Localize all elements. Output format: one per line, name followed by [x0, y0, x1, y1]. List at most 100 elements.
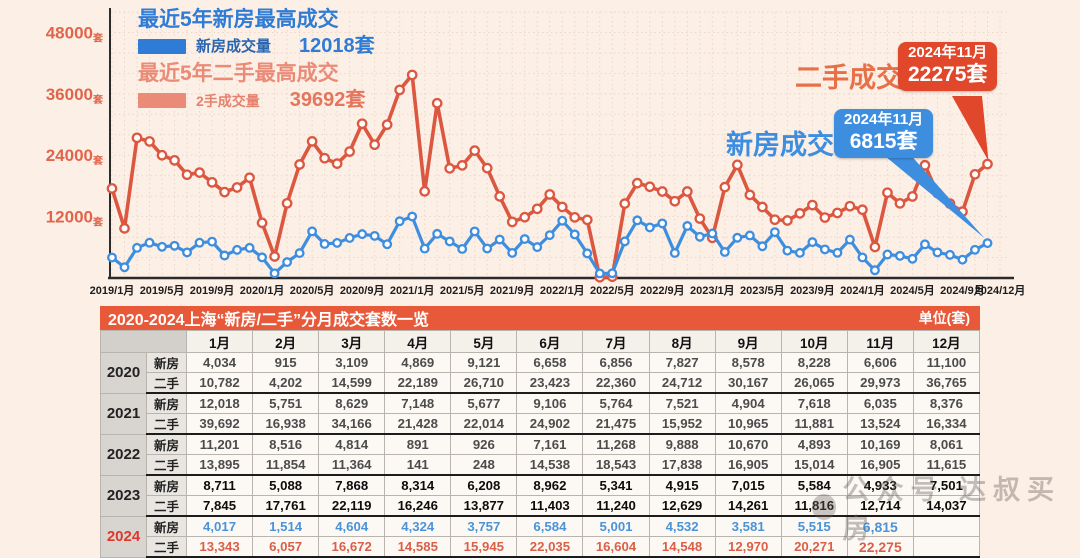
year-cell: 2023 — [100, 474, 147, 517]
value-cell: 16,905 — [714, 454, 782, 476]
table-header-row: 1月 2月 3月 4月 5月 6月 7月 8月 9月 10月 11月 12月 — [100, 330, 981, 353]
value-cell: 10,782 — [185, 372, 254, 394]
year-cell: 2021 — [100, 392, 147, 435]
svg-text:2019/5月: 2019/5月 — [140, 284, 185, 297]
month-header: 1月 — [185, 330, 254, 353]
value-cell: 8,711 — [185, 474, 254, 496]
value-cell: 22,189 — [384, 372, 452, 394]
second-hand-annotation-label: 二手成交 — [795, 63, 903, 93]
value-cell: 7,845 — [185, 495, 254, 517]
value-cell: 11,100 — [912, 352, 981, 373]
value-cell: 16,334 — [912, 413, 981, 435]
value-cell: 7,827 — [648, 352, 716, 373]
value-cell: 8,228 — [780, 352, 848, 373]
month-header: 5月 — [450, 330, 518, 353]
svg-text:2024/1月: 2024/1月 — [840, 284, 885, 297]
new-series-swatch-icon — [138, 39, 186, 55]
value-cell: 11,201 — [185, 433, 254, 455]
value-cell: 15,952 — [648, 413, 716, 435]
value-cell: 4,202 — [252, 372, 320, 394]
value-cell: 14,261 — [714, 495, 782, 517]
value-cell: 26,710 — [450, 372, 518, 394]
table-row-2020-secondhand: 二手 10,782 4,202 14,599 22,189 26,710 23,423 22,… — [101, 372, 981, 394]
value-cell: 11,816 — [780, 495, 848, 517]
svg-text:2019/9月: 2019/9月 — [190, 284, 235, 297]
second-callout-date: 2024年11月 — [908, 44, 988, 61]
svg-text:2019/1月: 2019/1月 — [90, 284, 135, 297]
value-cell: 7,501 — [912, 474, 981, 496]
svg-text:2023/1月: 2023/1月 — [690, 284, 735, 297]
value-cell: 4,814 — [318, 433, 386, 455]
value-cell: 23,423 — [516, 372, 584, 394]
value-cell: 6,208 — [450, 474, 518, 496]
value-cell: 22,119 — [318, 495, 386, 517]
value-cell: 4,034 — [185, 352, 254, 373]
table-corner-cell — [100, 330, 187, 353]
new-home-callout: 2024年11月 6815套 — [834, 109, 934, 159]
value-cell: 8,516 — [252, 433, 320, 455]
value-cell: 16,905 — [846, 454, 914, 476]
value-cell: 18,543 — [582, 454, 650, 476]
value-cell: 6,815 — [846, 515, 914, 537]
value-cell: 10,965 — [714, 413, 782, 435]
value-cell: 4,933 — [846, 474, 914, 496]
value-cell: 8,629 — [318, 392, 386, 414]
value-cell: 26,065 — [780, 372, 848, 394]
value-cell: 11,268 — [582, 433, 650, 455]
svg-text:2024/12月: 2024/12月 — [975, 284, 1026, 297]
line-chart-canvas: 48000套 36000套 24000套 12000套 2019/1月 2019/5月 20… — [46, 8, 1026, 297]
table-row-2023-new: 2023 新房 8,711 5,088 7,868 8,314 6,208 8,962 5,34… — [100, 474, 981, 517]
value-cell: 16,246 — [384, 495, 452, 517]
value-cell: 248 — [450, 454, 518, 476]
value-cell: 22,014 — [450, 413, 518, 435]
table-row-2023-secondhand: 二手 7,845 17,761 22,119 16,246 13,877 11,403 11,… — [101, 495, 981, 517]
year-cell: 2022 — [100, 433, 147, 476]
value-cell: 13,877 — [450, 495, 518, 517]
table-unit-label: 单位(套) — [918, 310, 970, 326]
table-row-2022-new: 2022 新房 11,201 8,516 4,814 891 926 7,161 11,268 9… — [100, 433, 981, 476]
monthly-transactions-table: 2020-2024上海“新房/二手”分月成交套数一览 单位(套) 1月 2月 3月 4… — [100, 306, 981, 558]
value-cell — [912, 515, 981, 537]
value-cell: 5,515 — [780, 515, 848, 537]
value-cell: 22,360 — [582, 372, 650, 394]
value-cell: 12,714 — [846, 495, 914, 517]
second-series-swatch-icon — [138, 93, 186, 109]
value-cell: 7,521 — [648, 392, 716, 414]
value-cell: 36,765 — [912, 372, 981, 394]
value-cell: 30,167 — [714, 372, 782, 394]
value-cell: 11,240 — [582, 495, 650, 517]
type-cell: 二手 — [146, 454, 187, 476]
value-cell: 8,314 — [384, 474, 452, 496]
value-cell: 10,670 — [714, 433, 782, 455]
value-cell: 34,166 — [318, 413, 386, 435]
month-header: 4月 — [384, 330, 452, 353]
value-cell: 8,376 — [912, 392, 981, 414]
value-cell: 4,869 — [384, 352, 452, 373]
value-cell: 4,532 — [648, 515, 716, 537]
svg-text:48000套: 48000套 — [46, 23, 104, 44]
value-cell: 11,364 — [318, 454, 386, 476]
svg-text:2023/5月: 2023/5月 — [740, 284, 785, 297]
value-cell: 14,037 — [912, 495, 981, 517]
legend-new-row: 新房成交量 12018套 — [138, 35, 375, 58]
legend-new-title: 最近5年新房最高成交 — [138, 8, 339, 31]
value-cell: 915 — [252, 352, 320, 373]
value-cell: 9,888 — [648, 433, 716, 455]
value-cell: 9,121 — [450, 352, 518, 373]
month-header: 7月 — [582, 330, 650, 353]
svg-text:2020/5月: 2020/5月 — [290, 284, 335, 297]
value-cell: 24,902 — [516, 413, 584, 435]
table-row-2021-new: 2021 新房 12,018 5,751 8,629 7,148 5,677 9,106 5,7… — [100, 392, 981, 435]
type-cell: 新房 — [146, 352, 187, 373]
value-cell: 5,001 — [582, 515, 650, 537]
second-hand-callout: 2024年11月 22275套 — [898, 42, 998, 92]
svg-text:2024/9月: 2024/9月 — [940, 284, 985, 297]
value-cell: 6,584 — [516, 515, 584, 537]
value-cell: 29,973 — [846, 372, 914, 394]
value-cell: 926 — [450, 433, 518, 455]
month-header: 9月 — [714, 330, 782, 353]
type-cell: 新房 — [146, 433, 187, 455]
value-cell: 9,106 — [516, 392, 584, 414]
value-cell: 4,017 — [185, 515, 254, 537]
month-header: 3月 — [318, 330, 386, 353]
